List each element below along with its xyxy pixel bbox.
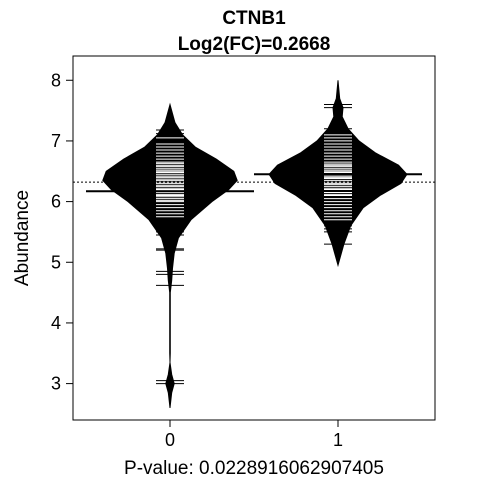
plot-frame: [72, 55, 436, 421]
y-tick-label-4: 7: [51, 131, 61, 151]
x-tick-label-0: 0: [165, 430, 175, 450]
means-layer: [86, 173, 422, 193]
y-axis-label: Abundance: [12, 190, 33, 286]
y-axis: 3 4 5 6 7 8: [51, 70, 74, 394]
y-tick-label-2: 5: [51, 252, 61, 272]
y-tick-label-0: 3: [51, 374, 61, 394]
y-tick-label-1: 4: [51, 313, 61, 333]
y-tick-label-5: 8: [51, 70, 61, 90]
chart-subtitle: Log2(FC)=0.2668: [178, 34, 331, 55]
x-tick-label-1: 1: [333, 430, 343, 450]
beans-layer: [102, 80, 408, 408]
x-axis-label: P-value: 0.0228916062907405: [124, 458, 384, 479]
y-tick-label-3: 6: [51, 192, 61, 212]
strips-layer: [156, 104, 352, 385]
chart-title: CTNB1: [222, 8, 286, 29]
bean-shape-0: [102, 102, 238, 408]
